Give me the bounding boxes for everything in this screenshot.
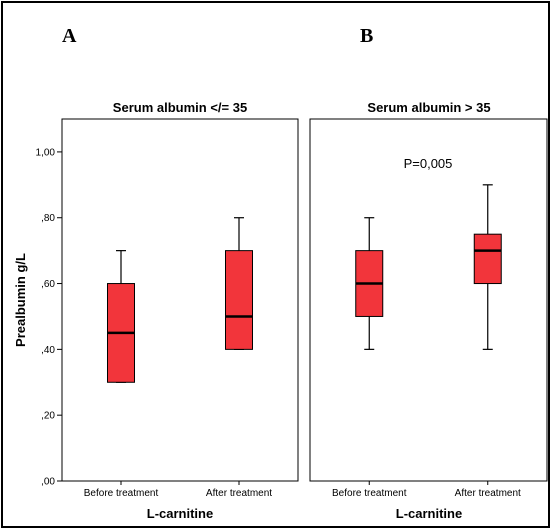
box-b-after <box>473 184 502 350</box>
panel-a-x-axis-label: L-carnitine <box>147 506 213 521</box>
y-tick-label: ,00 <box>41 477 55 488</box>
iqr-box <box>473 233 502 285</box>
iqr-box <box>225 250 253 350</box>
panel-letter-b: B <box>360 25 373 47</box>
x-category-label: After treatment <box>455 488 521 499</box>
panel-b-x-axis-label: L-carnitine <box>396 506 462 521</box>
box-a-before <box>107 250 135 383</box>
panel-a-boxes <box>107 217 253 383</box>
y-tick-label: ,80 <box>41 213 55 224</box>
panel-a-plot-area <box>61 118 299 482</box>
box-a-after <box>225 217 253 350</box>
y-tick-label: ,20 <box>41 411 55 422</box>
panel-letter-a: A <box>62 25 77 47</box>
y-axis-label: Prealbumin g/L <box>13 253 28 347</box>
panel-a-title: Serum albumin </= 35 <box>113 100 247 115</box>
y-tick-label: ,40 <box>41 345 55 356</box>
box-b-before <box>355 217 384 350</box>
p-value-annotation: P=0,005 <box>404 156 453 171</box>
panel-b-boxes <box>355 184 502 350</box>
x-category-label: Before treatment <box>332 488 407 499</box>
panel-b-plot-area <box>309 118 548 482</box>
x-category-labels: Before treatment After treatment Before tr… <box>84 481 521 499</box>
x-category-label: Before treatment <box>84 488 159 499</box>
x-category-label: After treatment <box>206 488 272 499</box>
y-tick-label: 1,00 <box>36 147 56 158</box>
panel-b-title: Serum albumin > 35 <box>367 100 490 115</box>
y-tick-label: ,60 <box>41 279 55 290</box>
y-axis-ticks: ,00 ,20 ,40 ,60 ,80 1,00 <box>36 147 62 488</box>
